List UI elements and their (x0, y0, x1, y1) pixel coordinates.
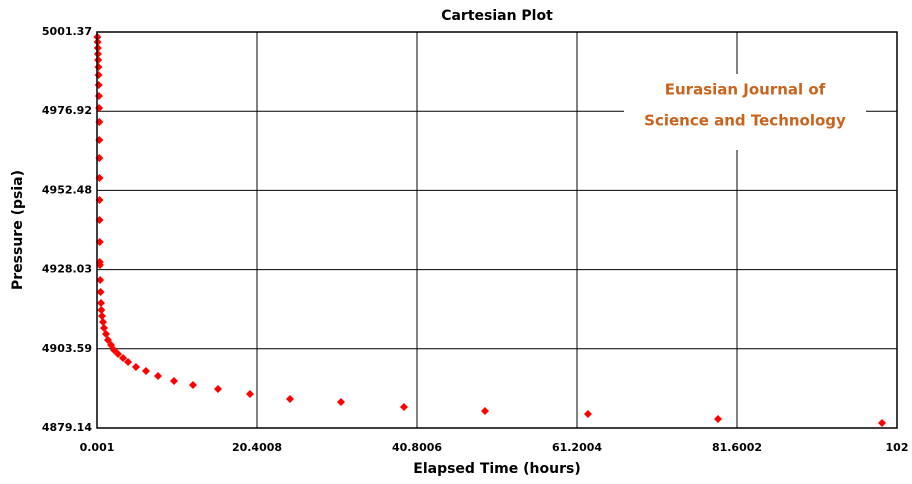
annotation-box (624, 74, 866, 150)
chart-title: Cartesian Plot (441, 8, 553, 24)
point (93, 44, 102, 53)
point (583, 409, 592, 418)
x-axis-label: Elapsed Time (hours) (413, 461, 580, 477)
point (99, 323, 108, 332)
point (878, 418, 887, 427)
y-tick-label: 5001.37 (42, 25, 92, 38)
point (94, 55, 103, 64)
point (93, 49, 102, 58)
point (102, 329, 111, 338)
x-tick-label: 40.8006 (392, 441, 442, 454)
y-tick-label: 4952.48 (42, 183, 92, 196)
point (114, 349, 123, 358)
point (188, 380, 197, 389)
point (214, 384, 223, 393)
y-tick-label: 4976.92 (42, 104, 92, 117)
point (142, 366, 151, 375)
x-tick-label: 61.2004 (552, 441, 602, 454)
point (170, 376, 179, 385)
y-axis-label: Pressure (psia) (10, 170, 26, 290)
annotation: Science and Technology (644, 112, 846, 130)
point (131, 362, 140, 371)
point (98, 311, 107, 320)
point (95, 260, 104, 269)
annotation: Eurasian Journal of (665, 81, 826, 99)
x-tick-label: 20.4008 (232, 441, 282, 454)
x-tick-label: 102 (886, 441, 909, 454)
point (99, 317, 108, 326)
y-tick-label: 4928.03 (42, 263, 92, 276)
point (119, 353, 128, 362)
point (124, 357, 133, 366)
point (399, 402, 408, 411)
point (96, 287, 105, 296)
point (96, 298, 105, 307)
point (714, 414, 723, 423)
x-tick-label: 81.6002 (712, 441, 762, 454)
point (246, 389, 255, 398)
point (286, 394, 295, 403)
point (480, 406, 489, 415)
x-tick-label: 0.001 (80, 441, 115, 454)
point (103, 335, 112, 344)
point (336, 397, 345, 406)
point (110, 345, 119, 354)
y-tick-label: 4879.14 (42, 421, 92, 434)
point (96, 275, 105, 284)
y-tick-label: 4903.59 (42, 342, 92, 355)
point (154, 371, 163, 380)
plot-frame (96, 31, 898, 429)
point (97, 305, 106, 314)
